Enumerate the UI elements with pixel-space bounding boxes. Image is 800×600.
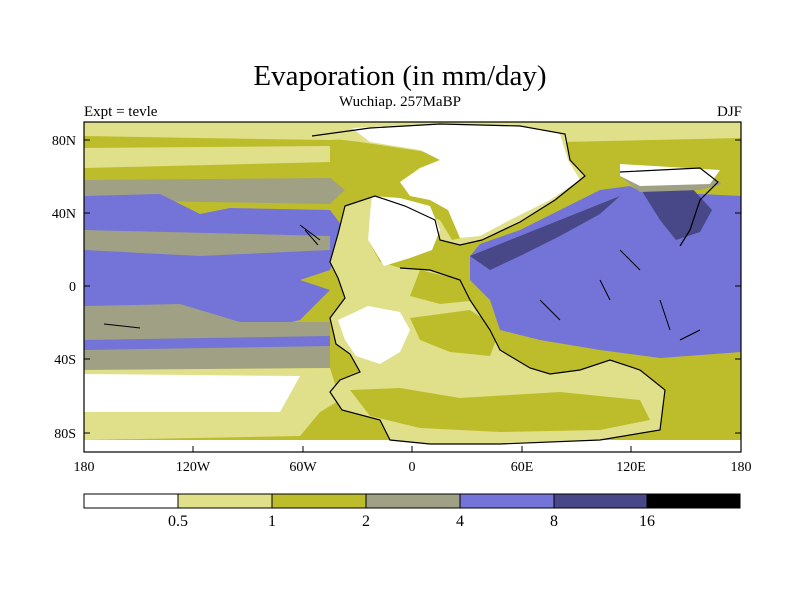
experiment-label: Expt = tevle (84, 104, 158, 120)
south-pangea-white (338, 306, 410, 364)
colorbar-label: 0.5 (168, 513, 188, 530)
y-axis (84, 139, 741, 434)
north-pangea-white (352, 124, 580, 238)
pangea-landmass (310, 124, 665, 444)
pangea-coastline (311, 123, 666, 445)
colorbar-labels: 0.5 1 2 4 8 16 (168, 513, 655, 530)
equatorial-olive-patch (410, 270, 480, 304)
evaporation-field (84, 122, 741, 452)
island-arcs (103, 224, 701, 341)
x-tick-label: 120E (616, 460, 646, 475)
coastlines (103, 123, 719, 445)
colorbar-label: 2 (362, 513, 370, 530)
season-label: DJF (716, 104, 742, 120)
interior-olive-patch (410, 310, 500, 356)
colorbar-label: 1 (268, 513, 276, 530)
x-tick-label: 120W (176, 460, 211, 475)
colorbar-box (177, 493, 273, 509)
y-tick-labels: 80N 40N 0 40S 80S (52, 134, 76, 442)
y-tick-label: 0 (69, 280, 76, 295)
x-tick-label: 180 (731, 460, 752, 475)
pacific-gray-tongue-north (84, 230, 330, 256)
colorbar-label: 16 (639, 513, 655, 530)
y-tick-label: 80N (52, 134, 76, 149)
colorbar-box (459, 493, 555, 509)
x-tick-label: 0 (409, 460, 416, 475)
colorbar-label: 4 (456, 513, 464, 530)
y-tick-label: 80S (54, 427, 76, 442)
east-coastline (619, 167, 719, 247)
colorbar (83, 493, 741, 509)
colorbar-box (553, 493, 648, 509)
north-pale-strip (84, 146, 330, 168)
x-tick-label: 60W (289, 460, 317, 475)
south-gray-band (84, 346, 330, 370)
pacific-gray-tongue-south (84, 304, 330, 340)
x-tick-labels: 180 120W 60W 0 60E 120E 180 (74, 460, 752, 475)
south-pangea-olive (350, 388, 650, 432)
y-tick-label: 40N (52, 207, 76, 222)
east-white-patch (620, 164, 720, 186)
east-navy-patch (640, 186, 712, 240)
tethys-navy-patch (470, 196, 620, 270)
x-axis (83, 446, 742, 452)
chart-subtitle: Wuchiap. 257MaBP (339, 94, 461, 110)
south-white-band (84, 374, 300, 412)
chart-title: Evaporation (in mm/day) (253, 60, 547, 92)
colorbar-box (365, 493, 461, 509)
colorbar-box (646, 493, 741, 509)
x-tick-label: 60E (511, 460, 534, 475)
colorbar-box (271, 493, 367, 509)
x-tick-label: 180 (74, 460, 95, 475)
colorbar-box (83, 493, 179, 509)
colorbar-label: 8 (550, 513, 558, 530)
y-tick-label: 40S (54, 353, 76, 368)
